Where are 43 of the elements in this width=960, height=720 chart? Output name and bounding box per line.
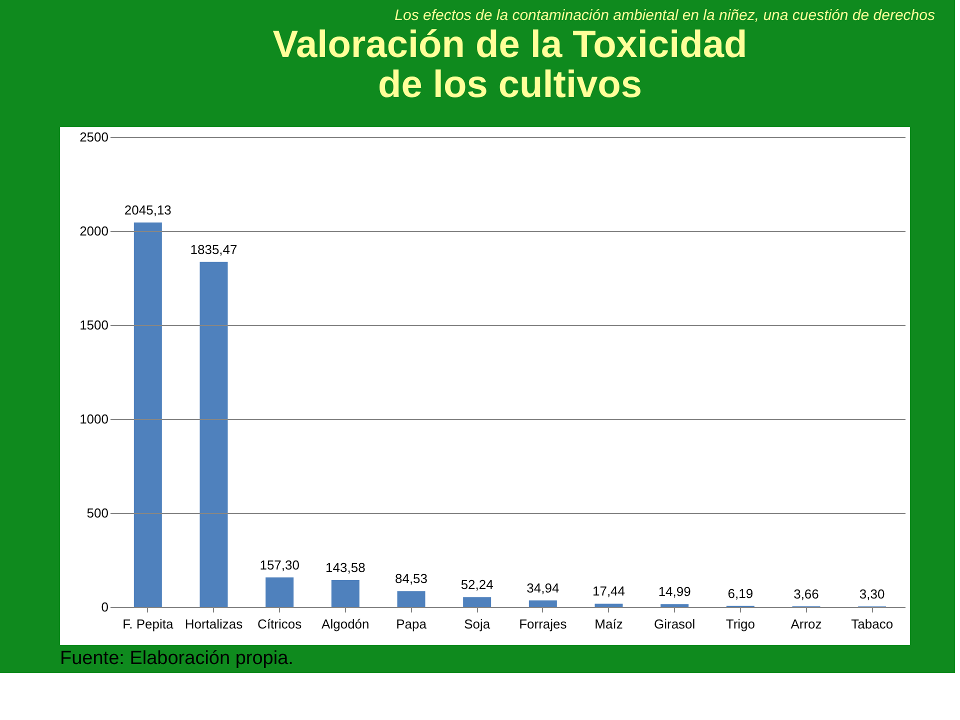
y-tick-label: 1000 [80,412,108,426]
x-tick-label: Papa [396,616,428,632]
y-tick-label: 1500 [80,318,108,332]
bar [134,222,162,607]
x-tick-label: Hortalizas [184,616,244,632]
text: Valoración de la Toxicidad [272,24,748,66]
data-label: 3,30 [859,586,885,602]
y-tick-label: 0 [101,600,108,614]
x-tick-label: Cítricos [258,616,302,632]
data-label: 14,99 [658,584,691,600]
y-tick-label: 2500 [80,130,108,144]
data-label: 84,53 [394,571,428,586]
bar [660,604,689,607]
bar [528,600,557,607]
data-label: 2045,13 [124,202,172,218]
x-tick-label: Girasol [654,616,696,632]
x-tick-label: Forrajes [519,616,568,632]
y-tick-label: 500 [86,506,108,520]
data-label: 52,24 [460,577,494,592]
x-tick-label: Tabaco [851,616,894,632]
chart-subtitle: Los efectos de la contaminación ambiental en la niñez, una cuestión de derechos [394,7,936,24]
bar [200,262,228,607]
bar [397,591,426,607]
bar [266,577,294,607]
source-note: Fuente: Elaboración propia. [60,648,294,669]
y-tick-label: 2000 [80,224,108,238]
data-label: 3,66 [794,586,819,602]
x-tick-label: Trigo [726,616,755,632]
bar [594,604,623,607]
x-tick-label: F. Pepita [122,616,174,632]
bar [331,580,360,607]
x-tick-label: Algodón [322,616,370,632]
x-tick-label: Maíz [594,616,623,632]
x-tick-label: Arroz [790,616,822,632]
data-label: 143,58 [326,560,366,576]
data-label: 34,94 [526,580,560,596]
data-label: 6,19 [728,586,754,601]
text: de los cultivos [378,64,642,106]
bar [463,597,492,607]
data-label: 157,30 [260,557,300,572]
data-label: 17,44 [592,584,626,599]
x-tick-label: Soja [464,616,491,632]
data-label: 1835,47 [190,242,238,257]
